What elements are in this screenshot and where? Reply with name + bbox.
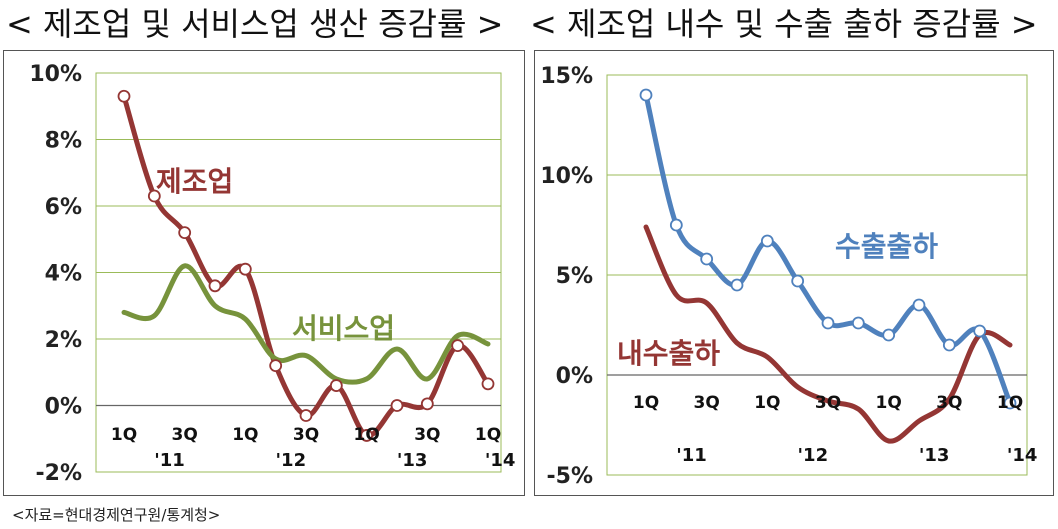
data-point <box>420 397 434 411</box>
data-point <box>1003 396 1017 410</box>
data-point <box>208 279 222 293</box>
y-tick-label: 5% <box>556 264 593 289</box>
y-tick-label: 8% <box>45 129 82 154</box>
data-point <box>730 278 744 292</box>
x-tick-label: 3Q <box>293 425 319 445</box>
chart-title-left: < 제조업 및 서비스업 생산 증감률 > <box>6 5 504 43</box>
y-tick-label: 10% <box>540 164 593 189</box>
series-label: 수출출하 <box>835 230 938 263</box>
series-label: 서비스업 <box>292 312 395 345</box>
year-label: '12 <box>276 450 307 471</box>
series-label: 제조업 <box>156 165 233 198</box>
year-label: '13 <box>919 445 950 466</box>
x-tick-label: 1Q <box>354 425 380 445</box>
year-label: '14 <box>1007 445 1038 466</box>
source-note: <자료=현대경제연구원/통계청> <box>12 506 221 524</box>
data-point <box>147 189 161 203</box>
data-point <box>481 377 495 391</box>
y-tick-label: 4% <box>45 262 82 287</box>
data-point <box>760 234 774 248</box>
y-tick-label: 15% <box>540 64 593 89</box>
data-point <box>942 338 956 352</box>
data-point <box>178 226 192 240</box>
data-point <box>700 252 714 266</box>
y-tick-label: 0% <box>556 364 593 389</box>
shipment-chart-svg: 15% 10% 5% 0% -5% 1Q 3Q 1Q 3Q 1Q 3Q 1Q '11 '12 '13 '14 수… <box>540 64 1038 489</box>
y-tick-label: 6% <box>45 195 82 220</box>
x-tick-label: 1Q <box>111 425 137 445</box>
chart-panel-production: 10% 8% 6% 4% 2% 0% -2% 1Q 3Q 1Q 3Q 1Q 3Q 1Q '11 '12 '13 '… <box>3 50 525 496</box>
data-point <box>639 88 653 102</box>
series-line <box>643 224 1013 444</box>
data-point <box>973 324 987 338</box>
data-point <box>117 89 131 103</box>
y-tick-label: 2% <box>45 328 82 353</box>
y-tick-label: -5% <box>547 464 593 489</box>
y-tick-label: -2% <box>36 461 82 486</box>
x-tick-label: 3Q <box>936 393 962 413</box>
data-point <box>238 262 252 276</box>
chart-title-right: < 제조업 내수 및 수출 출하 증감률 > <box>530 5 1038 43</box>
year-label: '14 <box>485 450 516 471</box>
year-label: '11 <box>676 445 707 466</box>
x-tick-label: 1Q <box>754 393 780 413</box>
data-point <box>882 328 896 342</box>
data-point <box>269 359 283 373</box>
production-chart-svg: 10% 8% 6% 4% 2% 0% -2% 1Q 3Q 1Q 3Q 1Q 3Q 1Q '11 '12 '13 '… <box>29 62 516 486</box>
x-tick-label: 3Q <box>414 425 440 445</box>
x-tick-label: 1Q <box>997 393 1023 413</box>
data-point <box>669 218 683 232</box>
data-point <box>821 316 835 330</box>
data-point <box>451 339 465 353</box>
y-tick-label: 10% <box>29 62 82 87</box>
data-point <box>329 379 343 392</box>
series-label: 내수출하 <box>617 337 720 370</box>
data-point <box>390 399 404 412</box>
data-point <box>360 429 374 442</box>
x-tick-label: 3Q <box>172 425 198 445</box>
x-tick-label: 1Q <box>633 393 659 413</box>
series-line <box>121 263 491 385</box>
year-label: '11 <box>154 450 185 471</box>
data-point <box>851 316 865 330</box>
year-label: '13 <box>397 450 428 471</box>
year-label: '12 <box>798 445 829 466</box>
y-tick-label: 0% <box>45 395 82 420</box>
data-point <box>791 274 805 288</box>
data-point <box>299 409 313 422</box>
x-tick-label: 1Q <box>475 425 501 445</box>
x-tick-label: 3Q <box>815 393 841 413</box>
x-tick-label: 1Q <box>876 393 902 413</box>
x-tick-label: 3Q <box>694 393 720 413</box>
chart-panel-shipment: 15% 10% 5% 0% -5% 1Q 3Q 1Q 3Q 1Q 3Q 1Q '11 '12 '13 '14 수… <box>534 50 1054 496</box>
data-point <box>912 298 926 312</box>
x-tick-label: 1Q <box>232 425 258 445</box>
